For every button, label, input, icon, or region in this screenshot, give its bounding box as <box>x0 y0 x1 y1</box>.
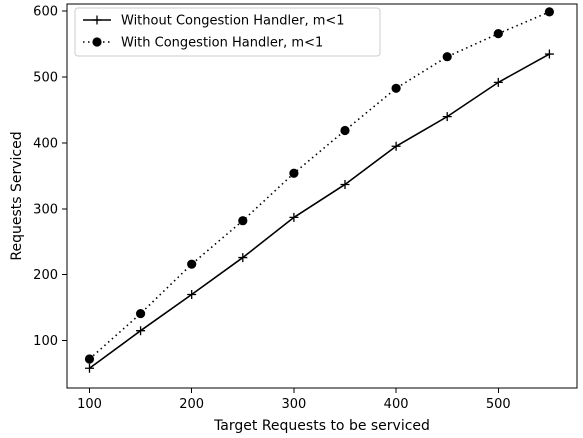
y-axis-title: Requests Serviced <box>9 131 25 260</box>
data-point <box>544 49 554 59</box>
y-tick-label: 400 <box>33 136 58 151</box>
data-point <box>391 141 401 151</box>
axes-layer <box>66 3 578 389</box>
legend-swatch-marker <box>92 15 102 25</box>
legend-label: Without Congestion Handler, m<1 <box>121 14 345 29</box>
data-point <box>340 125 350 136</box>
data-point <box>238 216 248 226</box>
data-point <box>442 112 452 122</box>
x-tick-label: 500 <box>486 397 511 412</box>
data-point <box>84 354 95 364</box>
legend-swatch-marker <box>92 37 102 47</box>
series-without-congestion-handler <box>84 49 554 373</box>
legend-entry: With Congestion Handler, m<1 <box>83 36 323 51</box>
data-point <box>187 259 197 269</box>
data-point <box>289 212 299 222</box>
x-axis-title: Target Requests to be serviced <box>213 418 430 434</box>
series-with-congestion-handler <box>84 7 555 364</box>
data-point <box>135 308 146 319</box>
legend-box <box>74 7 381 57</box>
data-point <box>391 83 401 93</box>
legend-label: With Congestion Handler, m<1 <box>121 36 323 51</box>
plot-frame <box>66 3 578 389</box>
data-point <box>493 29 503 39</box>
ticks-layer: 100 200 300 400 500 100 200 300 400 500 600 <box>33 5 511 412</box>
data-point <box>84 363 94 373</box>
series-line <box>89 53 550 369</box>
y-tick-label: 600 <box>33 5 58 20</box>
data-point <box>340 179 350 189</box>
x-tick-label: 400 <box>384 397 409 412</box>
series-line <box>88 11 550 360</box>
data-point <box>187 289 197 299</box>
legend: Without Congestion Handler, m<1 With Cong… <box>74 7 381 57</box>
series-layer <box>84 7 555 373</box>
data-point <box>493 77 503 87</box>
data-point <box>136 326 146 336</box>
y-tick-label: 200 <box>33 268 58 283</box>
x-tick-label: 300 <box>281 397 306 412</box>
y-tick-label: 300 <box>33 202 58 217</box>
legend-entry: Without Congestion Handler, m<1 <box>83 14 345 29</box>
data-point <box>544 7 555 17</box>
y-tick-label: 500 <box>33 71 58 86</box>
x-tick-label: 200 <box>179 397 204 412</box>
legend-items: Without Congestion Handler, m<1 With Cong… <box>83 14 345 51</box>
x-tick-label: 100 <box>77 397 102 412</box>
data-point <box>442 52 452 62</box>
data-point <box>238 253 248 263</box>
y-tick-label: 100 <box>33 334 58 349</box>
data-point <box>289 168 299 178</box>
